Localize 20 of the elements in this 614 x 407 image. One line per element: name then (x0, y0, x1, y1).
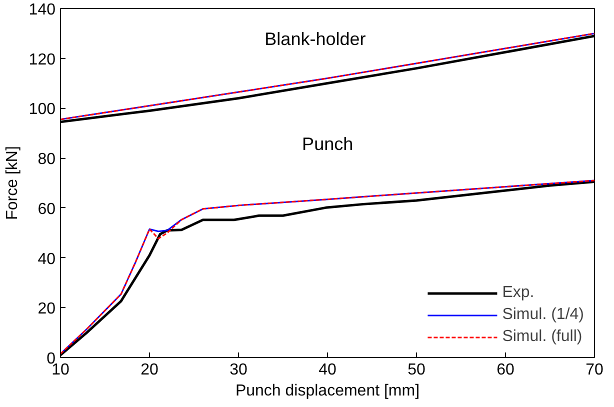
legend-label: Simul. (full) (502, 328, 582, 346)
y-tick-label: 40 (38, 250, 56, 268)
y-tick-label: 60 (38, 200, 56, 218)
x-tick-label: 40 (318, 362, 336, 378)
x-tick-label: 30 (230, 362, 248, 378)
annotation: Blank-holder (264, 29, 366, 50)
y-tick-label: 120 (28, 51, 56, 68)
annotation: Punch (302, 134, 354, 154)
y-tick-label: 100 (28, 101, 56, 118)
y-tick-label: 80 (38, 151, 56, 168)
y-tick-label: 140 (28, 2, 56, 18)
x-tick-label: 50 (408, 362, 426, 378)
legend-label: Simul. (1/4) (502, 306, 584, 324)
y-axis-title: Force [kN] (4, 146, 21, 220)
x-tick-label: 70 (586, 362, 604, 378)
legend-label: Exp. (502, 284, 534, 302)
x-tick-label: 20 (140, 362, 158, 378)
x-axis-title: Punch displacement [mm] (235, 382, 420, 400)
x-tick-label: 60 (496, 362, 514, 378)
y-tick-label: 20 (38, 300, 56, 318)
